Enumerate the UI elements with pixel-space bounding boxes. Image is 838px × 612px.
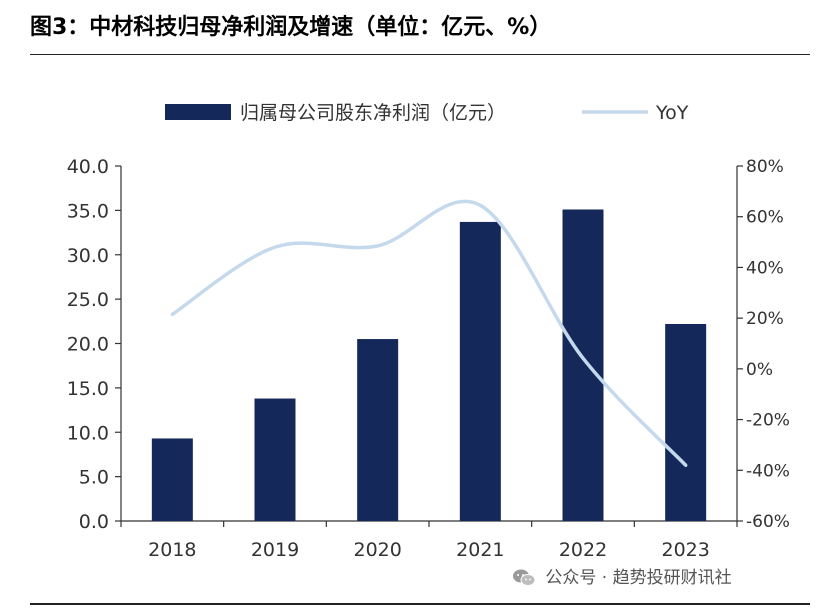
top-divider	[30, 54, 810, 55]
right-tick-label: 80%	[746, 157, 784, 177]
left-tick-label: 35.0	[67, 200, 109, 222]
bottom-divider	[30, 603, 810, 605]
x-tick-label: 2018	[148, 539, 196, 561]
legend-bar-label: 归属母公司股东净利润（亿元）	[240, 102, 506, 124]
chart-title: 图3：中材科技归母净利润及增速（单位：亿元、%）	[30, 15, 552, 40]
x-tick-label: 2021	[456, 539, 504, 561]
wechat-icon	[513, 569, 536, 586]
bar	[151, 438, 193, 521]
bar	[562, 209, 604, 522]
right-tick-label: 0%	[746, 360, 773, 380]
x-tick-label: 2019	[251, 539, 299, 561]
watermark: 公众号 · 趋势投研财讯社	[512, 564, 732, 592]
bar	[665, 323, 707, 521]
bar	[459, 221, 501, 521]
x-tick-label: 2022	[559, 539, 607, 561]
left-tick-label: 5.0	[79, 467, 109, 489]
left-tick-label: 20.0	[67, 334, 109, 356]
right-tick-label: -20%	[746, 411, 790, 431]
right-tick-label: -40%	[746, 461, 790, 481]
left-tick-label: 25.0	[67, 289, 109, 311]
bar	[254, 398, 296, 521]
right-tick-label: -60%	[746, 512, 790, 532]
left-tick-label: 10.0	[67, 422, 109, 444]
watermark-text: 公众号 · 趋势投研财讯社	[545, 568, 732, 588]
left-tick-label: 30.0	[67, 245, 109, 267]
bar	[357, 339, 399, 521]
left-tick-label: 40.0	[67, 156, 109, 178]
x-tick-label: 2023	[661, 539, 709, 561]
legend-line-label: YoY	[655, 102, 689, 124]
right-tick-label: 40%	[746, 258, 784, 278]
left-tick-label: 0.0	[79, 511, 109, 533]
x-tick-label: 2020	[353, 539, 401, 561]
right-tick-label: 60%	[746, 208, 784, 228]
left-tick-label: 15.0	[67, 378, 109, 400]
right-tick-label: 20%	[746, 309, 784, 329]
yoy-line	[170, 199, 688, 467]
legend-bar-swatch	[165, 104, 231, 120]
